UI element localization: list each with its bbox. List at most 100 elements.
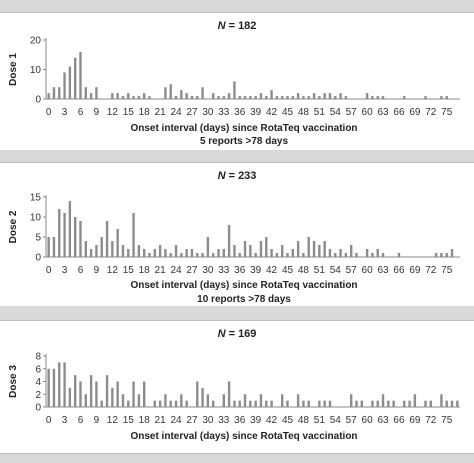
bar-day-1 [52, 368, 56, 407]
bar-day-50 [312, 93, 316, 99]
bar-day-63 [381, 394, 385, 407]
x-tick-label: 45 [282, 415, 294, 426]
bar-day-62 [376, 249, 379, 257]
bar-day-35 [233, 81, 236, 99]
late-reports-note: 10 reports >78 days [197, 294, 291, 305]
bar-day-9 [95, 381, 98, 407]
x-tick-label: 39 [250, 415, 262, 426]
bar-day-27 [190, 96, 194, 99]
dose-2-chart-panel: N = 233 Dose 2 0 5 10 15 0 3 6 9 12 15 18 21 24 27 30 33 3… [0, 162, 474, 307]
y-tick-label: 10 [30, 213, 42, 224]
title-variable: N [218, 20, 227, 32]
bar-day-12 [111, 93, 114, 99]
bar-day-18 [142, 93, 146, 99]
x-tick-label: 12 [107, 415, 119, 426]
bar-day-56 [344, 96, 348, 99]
y-tick-label: 8 [35, 352, 41, 363]
x-tick-label: 27 [186, 107, 198, 118]
x-tick-label: 57 [346, 415, 358, 426]
bar-day-47 [296, 93, 300, 99]
y-axis-label: Dose 3 [8, 365, 19, 398]
bar-day-26 [185, 93, 188, 99]
bar-day-57 [349, 245, 353, 257]
x-tick-label: 33 [218, 415, 230, 426]
bar-day-25 [180, 394, 183, 407]
bar-day-36 [238, 400, 241, 407]
bar-day-9 [95, 245, 98, 257]
bar-day-40 [259, 394, 263, 407]
bar-day-67 [403, 96, 406, 99]
bar-day-40 [259, 93, 263, 99]
bar-day-55 [339, 93, 342, 99]
bar-day-69 [413, 394, 417, 407]
x-tick-label: 6 [78, 265, 84, 276]
bar-day-54 [334, 96, 337, 99]
x-tick-label: 60 [362, 107, 374, 118]
bar-day-50 [312, 241, 316, 257]
bar-day-13 [116, 229, 119, 257]
bar-day-75 [445, 253, 448, 257]
x-tick-label: 9 [94, 107, 100, 118]
bar-day-74 [440, 96, 443, 99]
x-tick-label: 3 [62, 415, 68, 426]
bar-day-6 [79, 51, 82, 99]
bar-day-2 [58, 209, 61, 257]
bar-day-3 [63, 213, 66, 257]
bar-day-35 [233, 245, 236, 257]
bar-day-47 [296, 241, 300, 257]
bar-day-28 [196, 253, 199, 257]
bar-day-49 [307, 96, 310, 99]
dose-3-chart-panel: N = 169 Dose 3 0 2 4 6 8 0 3 6 9 12 15 18 21 24 27 30 33 36… [0, 320, 474, 454]
bar-day-33 [222, 96, 226, 99]
bar-day-31 [211, 93, 215, 99]
bar-day-7 [84, 241, 88, 257]
bar-day-7 [84, 87, 88, 99]
bar-day-37 [243, 394, 247, 407]
bar-day-44 [280, 394, 284, 407]
x-tick-label: 69 [409, 415, 421, 426]
bar-day-65 [392, 400, 395, 407]
x-tick-label: 45 [282, 107, 294, 118]
bar-day-14 [121, 394, 125, 407]
bar-day-73 [434, 253, 438, 257]
bar-day-48 [302, 400, 305, 407]
bar-day-43 [275, 253, 279, 257]
bar-day-66 [397, 253, 401, 257]
x-tick-label: 75 [441, 415, 453, 426]
bar-day-3 [63, 362, 66, 407]
bar-day-48 [302, 253, 305, 257]
bar-day-35 [233, 400, 236, 407]
x-tick-label: 60 [362, 415, 374, 426]
y-tick-label: 0 [35, 95, 41, 106]
bar-day-1 [52, 237, 56, 257]
bar-day-24 [174, 400, 178, 407]
bar-day-63 [381, 96, 385, 99]
x-tick-label: 66 [393, 415, 405, 426]
bar-day-41 [265, 237, 268, 257]
x-tick-label: 18 [139, 107, 151, 118]
x-tick-label: 42 [266, 107, 278, 118]
bar-day-5 [73, 57, 77, 99]
bar-day-59 [360, 400, 364, 407]
x-tick-label: 27 [186, 415, 198, 426]
x-tick-label: 36 [234, 415, 246, 426]
bar-day-10 [100, 400, 103, 407]
x-tick-label: 66 [393, 107, 405, 118]
x-tick-label: 39 [250, 265, 262, 276]
bar-day-74 [440, 394, 443, 407]
bar-day-12 [111, 387, 114, 407]
bar-day-14 [121, 96, 125, 99]
bar-day-33 [222, 249, 226, 257]
bar-day-8 [89, 93, 93, 99]
y-tick-label: 6 [35, 364, 41, 375]
x-tick-label: 75 [441, 265, 453, 276]
title-value: 233 [238, 170, 256, 182]
bar-day-36 [238, 96, 241, 99]
bar-day-34 [227, 93, 231, 99]
bar-day-29 [201, 87, 204, 99]
bar-day-71 [424, 400, 427, 407]
bar-day-38 [249, 245, 252, 257]
